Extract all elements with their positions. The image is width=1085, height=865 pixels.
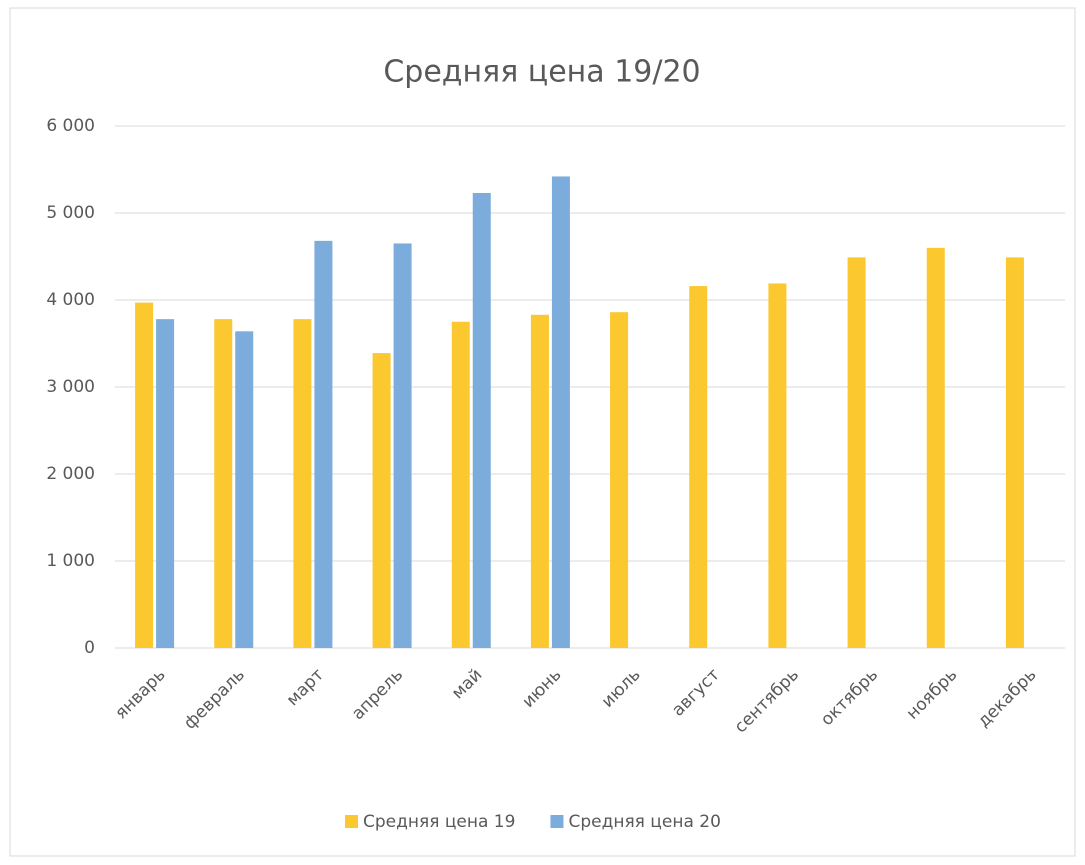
bar: [314, 240, 333, 648]
bar: [926, 247, 945, 649]
bar: [451, 321, 470, 648]
bar: [135, 302, 154, 648]
bar: [551, 176, 570, 648]
bar: [235, 331, 254, 648]
bar: [1005, 257, 1024, 648]
bar: [530, 314, 549, 648]
y-tick-label: 6 000: [46, 116, 95, 136]
y-tick-label: 5 000: [46, 203, 95, 223]
bar: [372, 353, 391, 648]
legend-label: Средняя цена 20: [568, 812, 720, 832]
bar: [393, 243, 412, 648]
legend-swatch: [345, 815, 358, 828]
bar: [768, 283, 787, 648]
y-tick-label: 0: [84, 638, 95, 658]
bar: [293, 319, 312, 648]
legend-swatch: [550, 815, 564, 828]
bar: [472, 192, 491, 649]
legend-label: Средняя цена 19: [363, 812, 515, 832]
bar: [214, 319, 233, 648]
y-tick-label: 2 000: [46, 464, 95, 484]
bar: [610, 312, 629, 648]
y-tick-label: 4 000: [46, 290, 95, 310]
bar: [689, 286, 708, 648]
bar: [156, 319, 175, 648]
bar: [847, 257, 866, 648]
chart-title: Средняя цена 19/20: [383, 55, 700, 90]
y-tick-label: 3 000: [46, 377, 95, 397]
y-tick-label: 1 000: [46, 551, 95, 571]
